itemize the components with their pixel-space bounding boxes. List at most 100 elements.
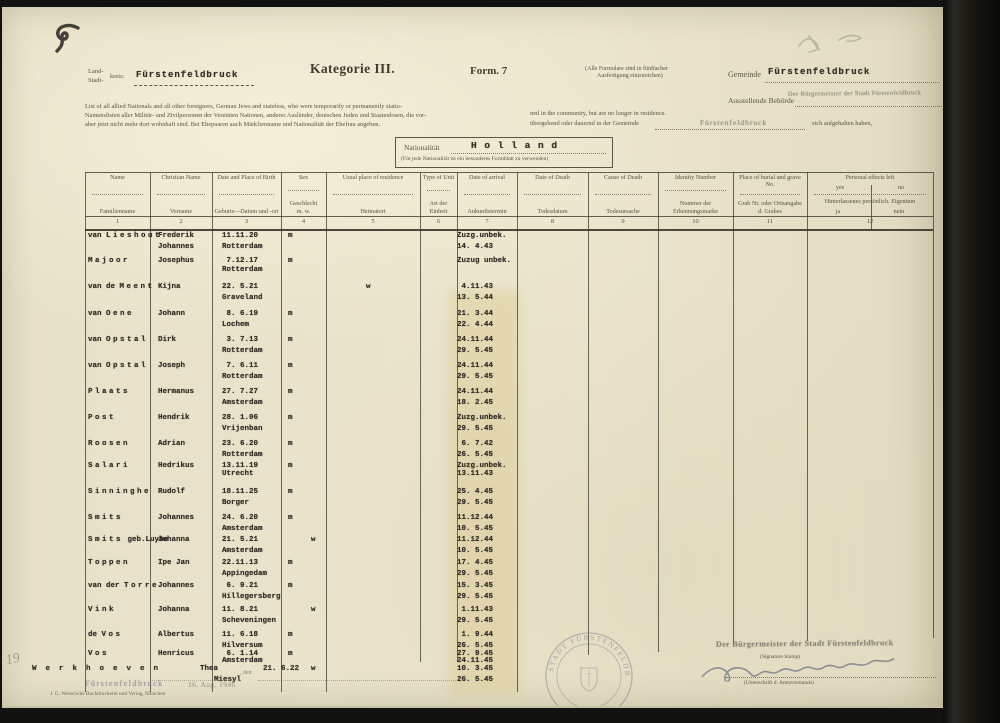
given-name: Adrian (158, 440, 186, 448)
sex-value: m (288, 582, 293, 590)
column-number: 8 (550, 218, 555, 225)
column-header-en: Type of Unit (422, 174, 455, 181)
column-number: 5 (371, 218, 375, 225)
scanner-background (943, 0, 1000, 723)
birth-place: Lochem (222, 321, 250, 329)
birth-place: Rotterdam (222, 347, 263, 355)
column-number: 6 (436, 218, 441, 225)
row-name: Werkhoeven (32, 665, 167, 673)
arrival-date: 24.11.44 (457, 362, 494, 370)
birth-date: 22. 5.21 (222, 283, 259, 291)
nationality-box: Nationalität H o l l a n d (Für jede Nat… (395, 137, 613, 168)
sex-value: m (288, 414, 293, 422)
given-name: Hedrikus (158, 462, 195, 470)
birth-date: 3. 7.13 (222, 336, 259, 344)
received-date-stamp-place: Fürstenfeldbruck (85, 679, 164, 688)
table-column-line (420, 172, 421, 662)
arrival-date: 17. 4.45 (457, 559, 494, 567)
surname: Werkhoeven (32, 665, 168, 673)
column-number: 12 (866, 218, 874, 225)
surname: Opstal (106, 362, 149, 370)
column-header-7: Date of arrival Ankunftstermin (458, 172, 516, 216)
row-name: Smits geb.Luybe (88, 536, 168, 544)
yes-label: yes (835, 183, 845, 191)
birth-date: 11. 6.18 (222, 631, 259, 639)
given-name: Hendrik (158, 414, 190, 422)
column-header-en: Christian Name (161, 174, 201, 181)
table-column-line (85, 172, 86, 692)
column-header-de: Heimatort (360, 207, 386, 215)
column-header-de: Todesdatum (537, 207, 568, 215)
birth-date: 6. 9.21 (222, 582, 259, 590)
kreis-label-land: Land- (88, 68, 104, 75)
header-dotted-separator (427, 190, 450, 192)
column-header-en: Personal effects left (845, 174, 895, 181)
column-header-en: Sex (298, 174, 309, 181)
arrival-date: 29. 5.45 (457, 499, 494, 507)
arrival-date: 26. 5.45 (457, 642, 494, 650)
surname: Vos (101, 631, 123, 639)
sex-value: m (288, 631, 293, 639)
gemeinde-blank-stamp: Fürstenfeldbruck (700, 118, 768, 127)
surname: Lieshout (106, 232, 163, 240)
column-header-en: Date of arrival (468, 174, 506, 181)
arrival-date: 29. 5.45 (457, 570, 494, 578)
signature-caption: (Unterschrift d. Amtsvorstands) (744, 680, 814, 686)
column-header-en: Usual place of residence (342, 174, 404, 181)
arrival-date: 10. 5.45 (457, 525, 494, 533)
paper-stain (449, 290, 519, 695)
sex-value: m (288, 232, 293, 240)
kreis-value: Fürstenfeldbruck (136, 70, 239, 80)
column-number: 2 (179, 218, 183, 225)
copies-note-line1: (Alle Formulare sind in fünffacher (585, 66, 668, 72)
surname: Vos (88, 650, 110, 658)
surname: Roosen (88, 440, 131, 448)
column-header-9: Cause of Death Todesursache (589, 172, 657, 216)
surname: Plaats (88, 388, 131, 396)
arrival-date: Zuzg.unbek. (457, 462, 507, 470)
sex-value: m (288, 388, 293, 396)
column-header-6: Type of Unit Art der Einheit (421, 172, 456, 216)
table-column-line (326, 172, 327, 692)
column-header-de: Geburts—Datum und -ort (214, 207, 279, 215)
given-name: Albertus (158, 631, 195, 639)
birth-place: Miesyl (214, 676, 242, 684)
birth-date: 22.11.13 (222, 559, 259, 567)
given-name: Kijna (158, 283, 181, 291)
sex-value: w (311, 606, 316, 614)
arrival-date: 24.11.44 (457, 388, 494, 396)
gemeinde-blank-line (655, 128, 805, 130)
name-prefix: van (88, 336, 107, 344)
row-name: Post (88, 414, 116, 422)
column-header-de: Vorname (169, 207, 193, 215)
birth-date: 11. 8.21 (222, 606, 259, 614)
arrival-date: 11.12.44 (457, 536, 494, 544)
pencil-page-number: 19 (4, 650, 22, 669)
birth-place: Amsterdam (222, 525, 263, 533)
arrival-date: 21. 3.44 (457, 310, 494, 318)
intro-german-line2-end: sich aufgehalten haben, (812, 120, 873, 127)
printed-den-label: , den (240, 670, 252, 676)
gemeinde-label: Gemeinde (728, 70, 761, 79)
given-name: Johanna (158, 536, 190, 544)
birth-date: 6. 1.14 (222, 650, 259, 658)
column-header-de: Art der Einheit (429, 200, 448, 215)
behoerde-dotted-line (795, 105, 942, 107)
name-prefix: van (88, 232, 107, 240)
header-dotted-separator (740, 194, 800, 195)
column-number: 4 (301, 218, 306, 225)
row-name: Majoor (88, 257, 130, 265)
surname: Vink (88, 606, 117, 614)
nationality-note: (Für jede Nationalität ist ein besondere… (401, 156, 549, 162)
surname: Sinninghe (88, 488, 152, 496)
sex-value: m (288, 559, 293, 567)
name-suffix: geb.Luybe (123, 536, 169, 544)
row-name: van Lieshout (88, 232, 162, 240)
given-name: Ipe Jan (158, 559, 190, 567)
arrival-date: 13.11.43 (457, 470, 494, 478)
column-header-en: Place of burial and grave No. (739, 174, 801, 189)
name-prefix: van (88, 362, 107, 370)
given-name: Hermanus (158, 388, 195, 396)
effects-ja-nein-row: ja nein (809, 208, 931, 215)
